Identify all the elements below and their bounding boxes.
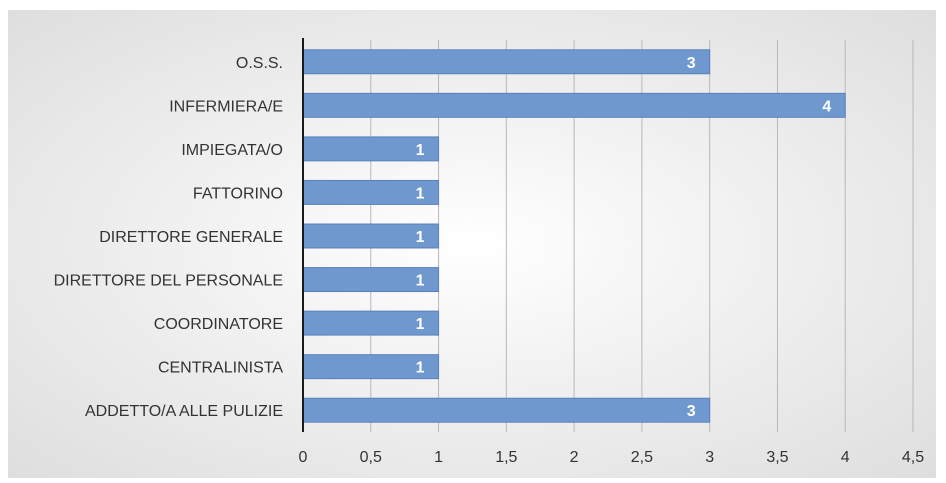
category-label: DIRETTORE GENERALE <box>99 229 283 246</box>
x-tick-label: 4,5 <box>902 449 924 466</box>
bar <box>302 49 711 75</box>
x-tick-label: 0,5 <box>360 449 382 466</box>
x-tick-labels: 0 0,5 1 1,5 2 2,5 3 3,5 4 4,5 <box>299 449 925 466</box>
chart-container: 3 4 1 1 1 1 1 1 3 O.S.S. INFERMIERA/E IMPIEGATA/O F… <box>8 10 936 478</box>
data-label: 3 <box>687 55 696 72</box>
bar-chart: 3 4 1 1 1 1 1 1 3 O.S.S. INFERMIERA/E IMPIEGATA/O F… <box>8 10 936 478</box>
x-tick-label: 3 <box>705 449 714 466</box>
category-label: ADDETTO/A ALLE PULIZIE <box>85 403 283 420</box>
data-label: 1 <box>416 273 425 290</box>
bars: 3 4 1 1 1 1 1 1 3 <box>302 49 846 423</box>
x-tick-label: 2 <box>570 449 579 466</box>
category-label: FATTORINO <box>193 185 283 202</box>
data-label: 1 <box>416 142 425 159</box>
data-label: 4 <box>822 98 831 115</box>
x-tick-label: 0 <box>299 449 308 466</box>
category-label: O.S.S. <box>236 55 283 72</box>
data-label: 1 <box>416 360 425 377</box>
category-label: DIRETTORE DEL PERSONALE <box>54 273 283 290</box>
category-label: CENTRALINISTA <box>158 360 283 377</box>
data-label: 1 <box>416 185 425 202</box>
bar <box>302 397 711 423</box>
x-tick-label: 1 <box>434 449 443 466</box>
bar <box>302 92 846 118</box>
x-tick-label: 3,5 <box>766 449 788 466</box>
category-label: INFERMIERA/E <box>169 98 283 115</box>
data-label: 3 <box>687 403 696 420</box>
data-label: 1 <box>416 316 425 333</box>
category-label: IMPIEGATA/O <box>181 142 283 159</box>
data-label: 1 <box>416 229 425 246</box>
x-tick-label: 2,5 <box>631 449 653 466</box>
category-label: COORDINATORE <box>154 316 283 333</box>
x-tick-label: 1,5 <box>495 449 517 466</box>
category-labels: O.S.S. INFERMIERA/E IMPIEGATA/O FATTORINO DI… <box>54 55 284 420</box>
x-tick-label: 4 <box>841 449 850 466</box>
